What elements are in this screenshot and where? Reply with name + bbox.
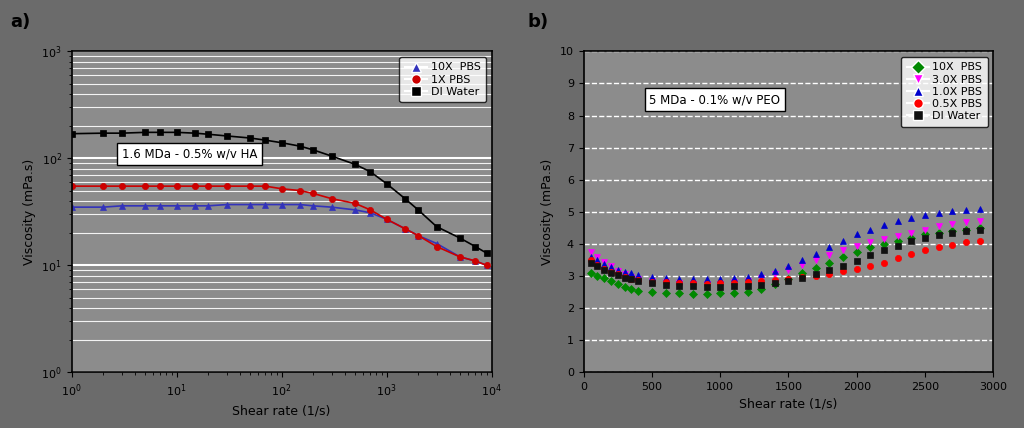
Legend: 10X  PBS, 1X PBS, DI Water: 10X PBS, 1X PBS, DI Water <box>399 57 486 102</box>
X-axis label: Shear rate (1/s): Shear rate (1/s) <box>232 404 331 417</box>
Text: b): b) <box>527 13 549 31</box>
Y-axis label: Viscosity (mPa.s): Viscosity (mPa.s) <box>542 159 554 265</box>
Y-axis label: Viscosity (mPa.s): Viscosity (mPa.s) <box>23 159 36 265</box>
X-axis label: Shear rate (1/s): Shear rate (1/s) <box>739 398 838 410</box>
Legend: 10X  PBS, 3.0X PBS, 1.0X PBS, 0.5X PBS, DI Water: 10X PBS, 3.0X PBS, 1.0X PBS, 0.5X PBS, D… <box>901 57 988 127</box>
Text: 5 MDa - 0.1% w/v PEO: 5 MDa - 0.1% w/v PEO <box>649 93 780 106</box>
Text: 1.6 MDa - 0.5% w/v HA: 1.6 MDa - 0.5% w/v HA <box>122 148 257 160</box>
Text: a): a) <box>10 13 31 31</box>
